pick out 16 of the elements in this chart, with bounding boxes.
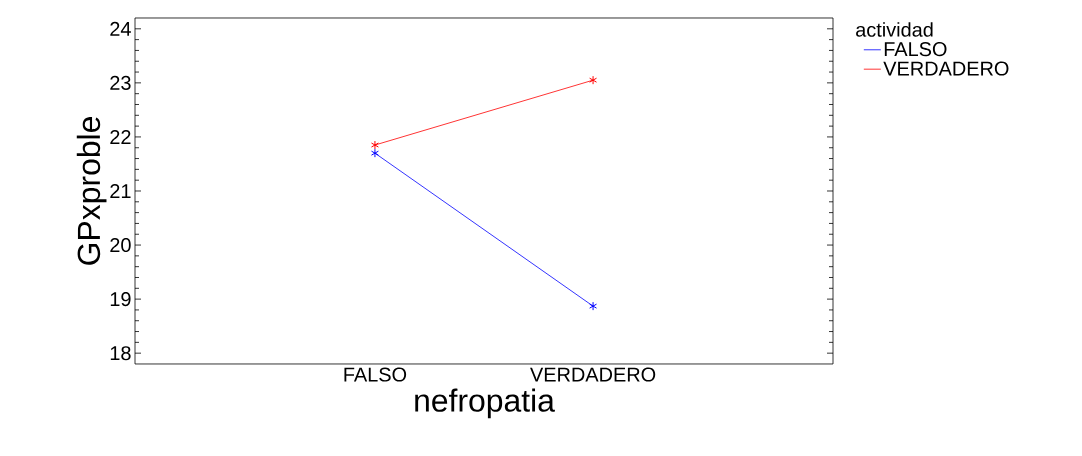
- point: [589, 301, 598, 311]
- y-tick-label: 18: [110, 346, 131, 361]
- point: [370, 148, 379, 158]
- y-tick-label: 23: [110, 75, 131, 90]
- y-axis-title: GPxproble: [76, 117, 107, 265]
- y-tick-label: 20: [110, 238, 131, 253]
- y-tick-label: 19: [110, 292, 131, 307]
- point: [589, 75, 598, 85]
- legend-label: VERDADERO: [883, 61, 1009, 76]
- y-tick-label: 21: [110, 184, 131, 198]
- legend-title: actividad: [856, 22, 933, 37]
- x-axis-title: nefropatia: [415, 388, 555, 419]
- y-tick-label: 22: [110, 129, 131, 144]
- point: [370, 140, 379, 150]
- y-tick-label: 24: [110, 21, 131, 36]
- legend-label: FALSO: [884, 42, 947, 57]
